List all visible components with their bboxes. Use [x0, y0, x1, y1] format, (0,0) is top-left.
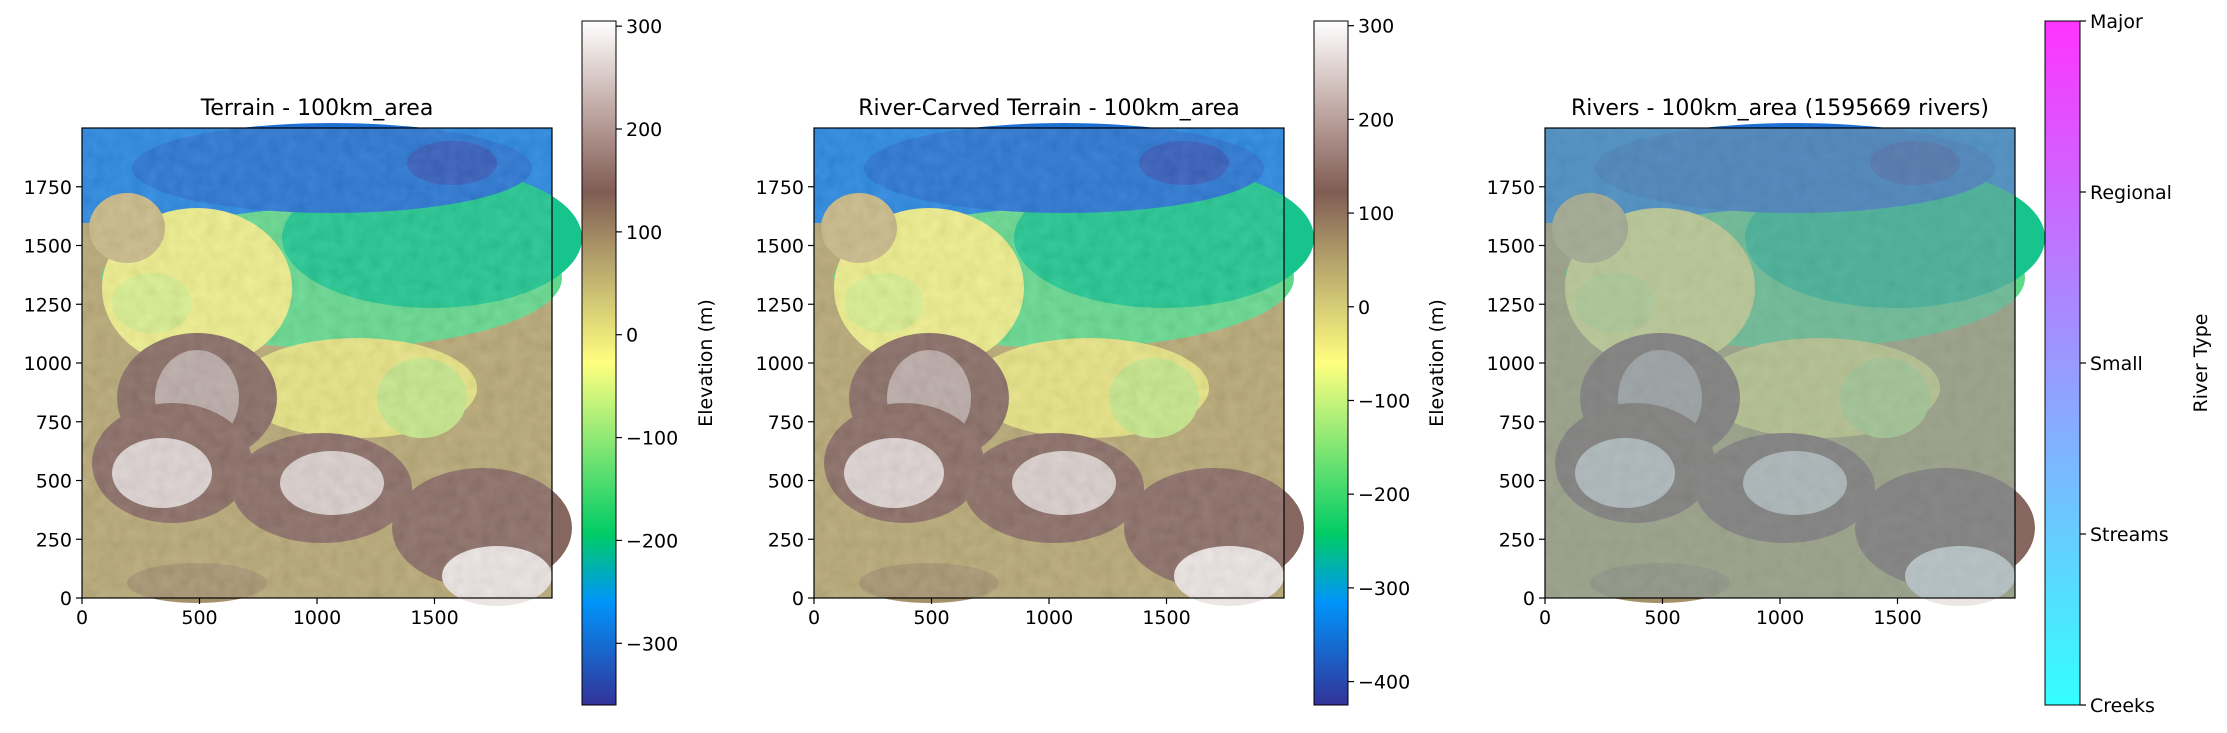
x-tick-label: 500	[181, 607, 217, 629]
y-tick-label: 0	[792, 588, 804, 610]
colorbar-tick-label: 100	[626, 222, 662, 244]
y-tick-label: 1750	[24, 177, 72, 199]
x-tick-label: 1000	[293, 607, 341, 629]
y-tick-label: 1250	[756, 294, 804, 316]
colorbar-tick-label: Creeks	[2090, 695, 2155, 717]
y-tick-label: 500	[1499, 471, 1535, 493]
panel-title: River-Carved Terrain - 100km_area	[858, 96, 1240, 121]
colorbar-tick-label: −300	[1358, 578, 1410, 600]
panel-terrain: Terrain - 100km_area 0 500 1000 1500 025050…	[24, 16, 717, 706]
colorbar-tick-label: Small	[2090, 353, 2143, 375]
panel-title: Rivers - 100km_area (1595669 rivers)	[1571, 96, 1989, 121]
colorbar-tick-label: −300	[626, 633, 678, 655]
y-tick-label: 250	[768, 529, 804, 551]
y-tick-label: 750	[36, 412, 72, 434]
colorbar-tick-label: −200	[626, 530, 678, 552]
colorbar-label: Elevation (m)	[695, 299, 717, 427]
y-tick-label: 1500	[756, 236, 804, 258]
y-tick-label: 0	[1523, 588, 1535, 610]
x-tick-label: 0	[76, 607, 88, 629]
y-tick-label: 1250	[24, 294, 72, 316]
x-tick-label: 0	[1539, 607, 1551, 629]
colorbar-tick-label: 200	[1358, 109, 1394, 131]
y-tick-label: 250	[1499, 529, 1535, 551]
x-tick-label: 1500	[1142, 607, 1190, 629]
panel-river-carved-terrain: River-Carved Terrain - 100km_area 0 500 10…	[756, 16, 1448, 706]
colorbar	[1313, 20, 1349, 706]
colorbar-label: Elevation (m)	[1426, 299, 1448, 427]
panel-rivers: Rivers - 100km_area (1595669 rivers) 0 50…	[1487, 11, 2212, 717]
y-tick-label: 0	[60, 588, 72, 610]
river-overlay	[1545, 128, 2015, 598]
colorbar-tick-label: −100	[626, 428, 678, 450]
x-tick-label: 500	[913, 607, 949, 629]
x-tick-label: 1500	[1873, 607, 1921, 629]
x-tick-label: 1500	[410, 607, 458, 629]
y-tick-label: 750	[1499, 412, 1535, 434]
y-tick-label: 1500	[24, 236, 72, 258]
colorbar-tick-label: −200	[1358, 484, 1410, 506]
y-tick-label: 1750	[1487, 177, 1535, 199]
x-tick-label: 1000	[1756, 607, 1804, 629]
colorbar-tick-label: 200	[626, 119, 662, 141]
colorbar	[581, 20, 617, 706]
y-tick-label: 1500	[1487, 236, 1535, 258]
colorbar-label: River Type	[2190, 314, 2212, 413]
elevation-heatmap	[814, 123, 1314, 606]
y-tick-label: 500	[36, 471, 72, 493]
y-tick-label: 1750	[756, 177, 804, 199]
colorbar-tick-label: Streams	[2090, 524, 2169, 546]
y-tick-label: 1000	[1487, 353, 1535, 375]
colorbar-tick-label: −100	[1358, 390, 1410, 412]
y-tick-label: 1000	[756, 353, 804, 375]
colorbar	[2044, 20, 2081, 706]
y-tick-label: 500	[768, 471, 804, 493]
colorbar-tick-label: 100	[1358, 203, 1394, 225]
colorbar-tick-label: 300	[626, 16, 662, 38]
colorbar-tick-label: 0	[1358, 297, 1370, 319]
y-tick-label: 1250	[1487, 294, 1535, 316]
colorbar-tick-label: Regional	[2090, 182, 2172, 204]
x-tick-label: 0	[808, 607, 820, 629]
elevation-heatmap	[82, 123, 582, 606]
colorbar-tick-label: 300	[1358, 16, 1394, 38]
colorbar-tick-label: 0	[626, 325, 638, 347]
y-tick-label: 250	[36, 529, 72, 551]
y-tick-label: 1000	[24, 353, 72, 375]
colorbar-tick-label: −400	[1358, 672, 1410, 694]
panel-title: Terrain - 100km_area	[200, 96, 434, 121]
y-tick-label: 750	[768, 412, 804, 434]
x-tick-label: 1000	[1025, 607, 1073, 629]
colorbar-tick-label: Major	[2090, 11, 2143, 33]
x-tick-label: 500	[1644, 607, 1680, 629]
